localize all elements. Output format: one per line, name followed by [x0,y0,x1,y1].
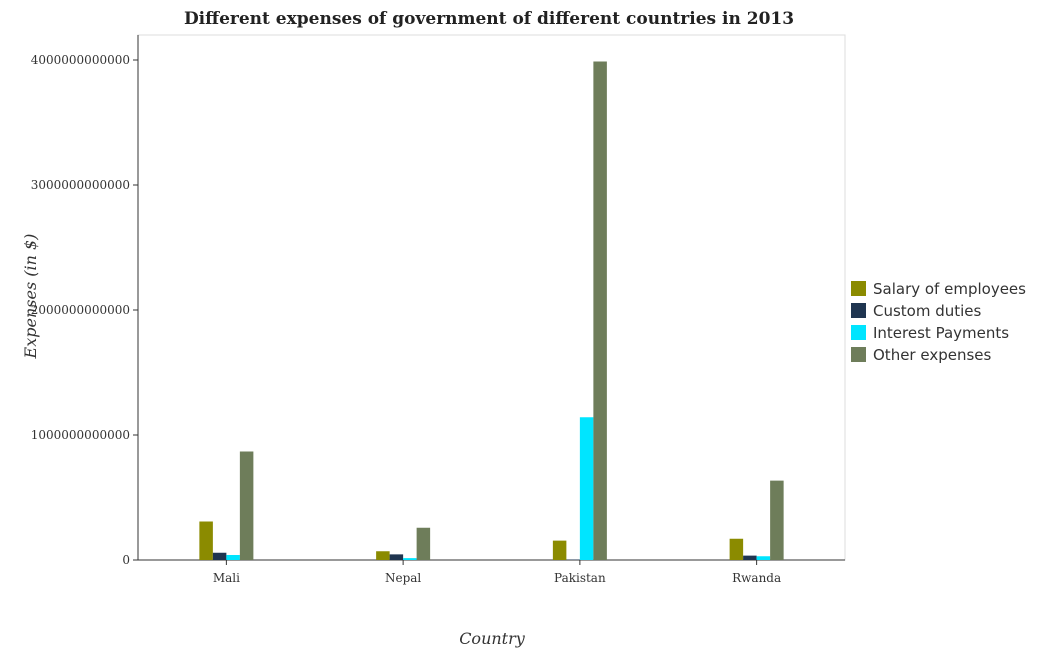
bar-custom-duties-nepal [389,554,404,560]
y-tick-label: 4000000000000 [31,53,130,67]
chart-title: Different expenses of government of diff… [184,9,794,29]
bar-salary-of-employees-nepal [376,551,390,560]
bar-salary-of-employees-pakistan [552,540,567,560]
bar-custom-duties-pakistan [566,559,580,560]
bar-interest-payments-mali [226,555,240,560]
legend-label: Other expenses [873,346,992,364]
bar-other-expenses-nepal [416,527,431,560]
bar-salary-of-employees-rwanda [729,538,744,560]
bar-salary-of-employees-mali [199,521,213,560]
plot-area: 0 1000000000000 2000000000000 3000000000000… [31,34,846,585]
y-tick-label: 1000000000000 [31,428,130,442]
bar-interest-payments-rwanda [756,556,771,560]
y-tick-label: 3000000000000 [31,178,130,192]
x-tick-label: Pakistan [554,571,606,585]
legend: Salary of employees Custom duties Interest… [851,280,1026,364]
y-tick-label: 2000000000000 [31,303,130,317]
bar-other-expenses-mali [239,451,254,560]
legend-label: Salary of employees [873,280,1026,298]
legend-label: Interest Payments [873,324,1009,342]
legend-swatch [851,347,866,362]
bar-custom-duties-rwanda [743,555,757,560]
bar-custom-duties-mali [212,552,227,560]
legend-swatch [851,303,866,318]
legend-swatch [851,281,866,296]
y-tick-label: 0 [122,553,130,567]
y-axis-label: Expenses (in $) [21,234,40,360]
x-axis-label: Country [459,629,526,648]
x-tick-label: Nepal [385,571,421,585]
bar-other-expenses-rwanda [770,480,784,560]
legend-label: Custom duties [873,302,982,320]
x-tick-label: Mali [213,571,240,585]
legend-swatch [851,325,866,340]
bar-other-expenses-pakistan [593,61,607,560]
bar-interest-payments-nepal [403,558,417,560]
bar-interest-payments-pakistan [579,417,594,560]
x-tick-label: Rwanda [732,571,781,585]
